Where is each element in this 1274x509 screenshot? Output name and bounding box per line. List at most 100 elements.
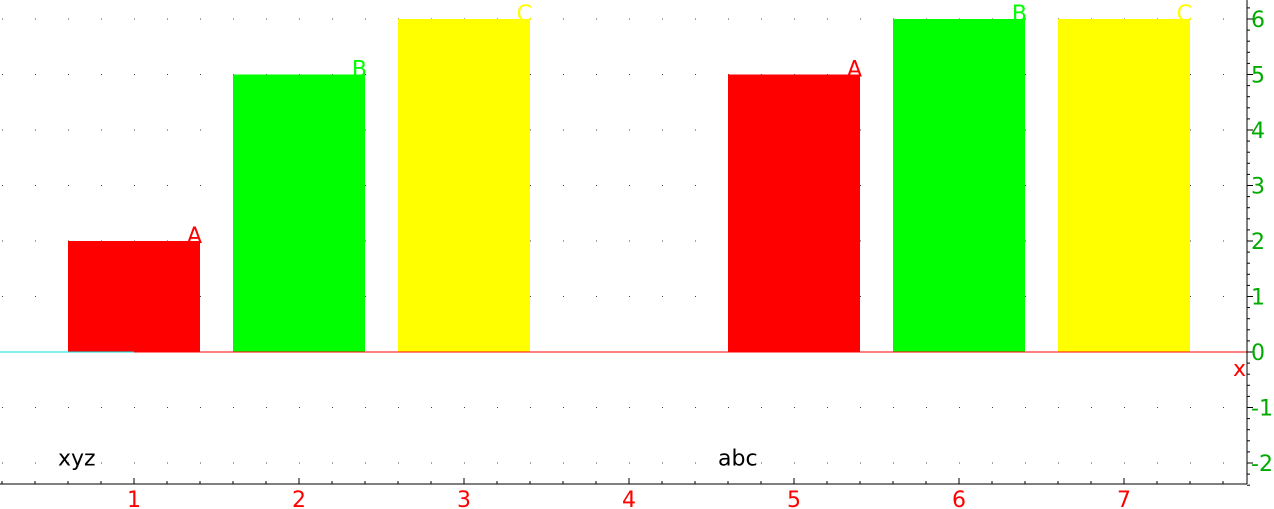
grid-dot <box>134 74 135 75</box>
grid-dot <box>365 185 366 186</box>
grid-dot <box>1223 74 1224 75</box>
grid-dot <box>629 296 630 297</box>
grid-dot <box>2 240 3 242</box>
grid-dot <box>1025 240 1026 242</box>
grid-dot <box>134 407 135 408</box>
bar-a-1 <box>68 241 200 352</box>
grid-dot <box>2 462 3 464</box>
grid-dot <box>530 240 531 242</box>
grid-dot <box>530 129 531 131</box>
grid-dot <box>629 462 630 464</box>
grid-dot <box>332 407 333 408</box>
grid-dot <box>233 18 234 20</box>
grid-dot <box>596 129 597 131</box>
grid-dot <box>860 18 861 20</box>
grid-dot <box>530 462 531 464</box>
grid-dot <box>365 296 366 297</box>
grid-dot <box>1223 407 1224 408</box>
grid-dot <box>662 185 663 186</box>
grid-dot <box>992 407 993 408</box>
x-tick-label-4: 4 <box>622 488 636 509</box>
grid-dot <box>266 462 267 464</box>
x-tick-label-3: 3 <box>457 488 471 509</box>
grid-dot <box>761 462 762 464</box>
grid-dot <box>629 129 630 131</box>
grid-dot <box>596 74 597 75</box>
grid-dot <box>431 462 432 464</box>
grid-dot <box>35 129 36 131</box>
grid-dot <box>1190 74 1191 75</box>
bar-label-a-1: A <box>187 224 202 249</box>
grid-dot <box>200 129 201 131</box>
grid-dot <box>1124 407 1125 408</box>
grid-dot <box>596 240 597 242</box>
grid-dot <box>2 296 3 297</box>
grid-dot <box>1190 296 1191 297</box>
grid-dot <box>662 462 663 464</box>
axes-group <box>0 0 1253 486</box>
grid-dot <box>662 18 663 20</box>
grid-dot <box>596 185 597 186</box>
grid-dot <box>365 129 366 131</box>
grid-dot <box>893 462 894 464</box>
grid-dot <box>596 296 597 297</box>
x-tick-label-7: 7 <box>1117 488 1131 509</box>
grid-dot <box>167 18 168 20</box>
grid-dot <box>167 74 168 75</box>
grid-dot <box>629 407 630 408</box>
y-tick-label-3: 3 <box>1251 175 1265 200</box>
grid-dot <box>266 18 267 20</box>
grid-dot <box>1091 462 1092 464</box>
y-tick-label--1: -1 <box>1251 397 1273 422</box>
grid-dot <box>629 18 630 20</box>
grid-dot <box>365 462 366 464</box>
grid-dot <box>1025 74 1026 75</box>
bar-b-6 <box>893 19 1025 352</box>
x-tick-label-1: 1 <box>127 488 141 509</box>
grid-dot <box>596 407 597 408</box>
grid-dot <box>266 407 267 408</box>
grid-dot <box>35 74 36 75</box>
grid-dot <box>68 129 69 131</box>
grid-dot <box>2 407 3 408</box>
grid-dot <box>926 462 927 464</box>
grid-dot <box>1223 240 1224 242</box>
y-tick-label-4: 4 <box>1251 119 1265 144</box>
grid-dot <box>200 18 201 20</box>
grid-dot <box>794 18 795 20</box>
grid-dot <box>695 296 696 297</box>
grid-dot <box>860 240 861 242</box>
bar-c-7 <box>1058 19 1190 352</box>
grid-dot <box>860 185 861 186</box>
grid-dot <box>101 407 102 408</box>
grid-dot <box>827 407 828 408</box>
grid-dot <box>200 74 201 75</box>
bar-label-c-3: C <box>517 2 532 27</box>
y-tick-label-0: 0 <box>1251 341 1265 366</box>
grid-dot <box>1190 240 1191 242</box>
grid-dot <box>629 240 630 242</box>
grid-dot <box>563 74 564 75</box>
grid-dot <box>662 407 663 408</box>
grid-dot <box>35 462 36 464</box>
grid-dot <box>332 462 333 464</box>
grid-dot <box>860 74 861 75</box>
grid-dot <box>233 407 234 408</box>
grid-dot <box>860 296 861 297</box>
grid-dot <box>992 462 993 464</box>
grid-dot <box>695 462 696 464</box>
y-tick-label--2: -2 <box>1251 452 1273 477</box>
grid-dot <box>1190 129 1191 131</box>
grid-dot <box>233 462 234 464</box>
grid-dot <box>134 462 135 464</box>
grid-dot <box>134 18 135 20</box>
grid-dot <box>398 407 399 408</box>
grid-dot <box>1058 462 1059 464</box>
grid-dot <box>365 74 366 75</box>
grid-dot <box>1058 407 1059 408</box>
bar-b-2 <box>233 74 365 352</box>
grid-dot <box>167 129 168 131</box>
grid-dot <box>68 407 69 408</box>
grid-dot <box>563 296 564 297</box>
